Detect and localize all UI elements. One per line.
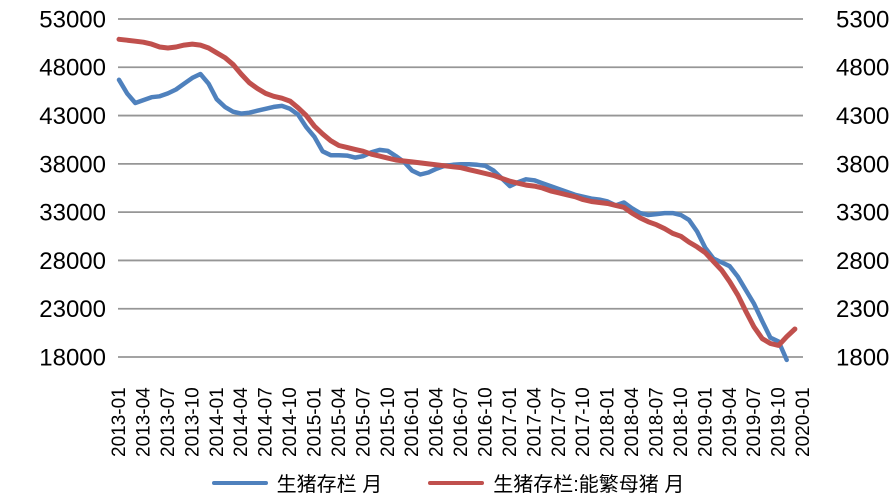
series-line-pig-inventory [116,71,789,363]
y-axis-left-tick-label: 38000 [39,151,106,178]
x-axis-tick-label: 2015-04 [329,387,350,457]
x-axis-tick-label: 2017-10 [573,387,594,457]
x-axis-tick-label: 2013-04 [134,387,155,457]
legend-line-sample-red [428,480,485,485]
x-axis-tick-label: 2019-10 [769,387,790,457]
y-axis-left-tick-label: 43000 [39,103,106,130]
y-axis-left-labels: 53000 48000 43000 38000 33000 28000 23000 18000 [39,6,106,371]
data-series [116,36,798,363]
x-axis-tick-label: 2014-04 [231,387,252,457]
legend-label: 生猪存栏 月 [276,474,383,496]
x-axis-tick-label: 2020-01 [793,387,814,457]
x-axis-tick-label: 2014-07 [256,387,277,457]
x-axis-tick-label: 2015-01 [305,387,326,457]
legend-item-sow-inventory: 生猪存栏:能繁母猪 月 [428,468,684,497]
y-axis-left-tick-label: 23000 [39,296,106,323]
x-axis-labels: 2013-01 2013-04 2013-07 2013-10 2014-01 2014-… [109,387,814,457]
y-axis-left-tick-label: 28000 [39,248,106,275]
x-axis-tick-label: 2018-07 [647,387,668,457]
y-axis-right-tick-label: 1800 [836,344,889,371]
y-axis-right-tick-label: 4300 [836,103,889,130]
x-axis-tick-label: 2013-07 [158,387,179,457]
y-axis-left-tick-label: 33000 [39,200,106,227]
x-axis-tick-label: 2015-07 [353,387,374,457]
y-axis-right-tick-label: 2300 [836,296,889,323]
x-axis-tick-label: 2018-01 [598,387,619,457]
y-axis-right-tick-label: 4800 [836,55,889,82]
x-axis-tick-label: 2017-01 [500,387,521,457]
y-axis-left-tick-label: 48000 [39,55,106,82]
chart-legend: 生猪存栏 月 生猪存栏:能繁母猪 月 [0,468,896,497]
x-axis-tick-label: 2019-01 [695,387,716,457]
x-axis-tick-label: 2019-07 [744,387,765,457]
legend-item-pig-inventory: 生猪存栏 月 [211,468,383,497]
y-axis-right-labels: 5300 4800 4300 3800 3300 2800 2300 1800 [836,6,889,371]
x-axis-tick-label: 2016-01 [402,387,423,457]
x-axis-tick-label: 2014-10 [280,387,301,457]
x-axis-tick-label: 2013-01 [109,387,130,457]
x-axis-tick-label: 2016-04 [427,387,448,457]
y-axis-right-tick-label: 5300 [836,6,889,33]
x-axis-tick-label: 2016-10 [476,387,497,457]
y-axis-left-tick-label: 18000 [39,344,106,371]
x-axis-tick-label: 2015-10 [378,387,399,457]
y-axis-right-tick-label: 3300 [836,200,889,227]
x-axis-tick-label: 2018-10 [671,387,692,457]
y-axis-right-tick-label: 3800 [836,151,889,178]
gridlines [118,18,803,358]
x-axis-tick-label: 2013-10 [182,387,203,457]
series-line-sow-inventory [116,36,798,348]
x-axis-tick-label: 2017-04 [524,387,545,457]
legend-line-sample-blue [211,480,268,485]
y-axis-right-tick-label: 2800 [836,248,889,275]
x-axis-tick-label: 2018-04 [622,387,643,457]
x-axis-tick-label: 2016-07 [451,387,472,457]
x-axis-tick-label: 2017-07 [549,387,570,457]
x-axis-tick-label: 2014-01 [207,387,228,457]
x-axis-tick-label: 2019-04 [720,387,741,457]
y-axis-left-tick-label: 53000 [39,6,106,33]
legend-label: 生猪存栏:能繁母猪 月 [493,474,685,496]
